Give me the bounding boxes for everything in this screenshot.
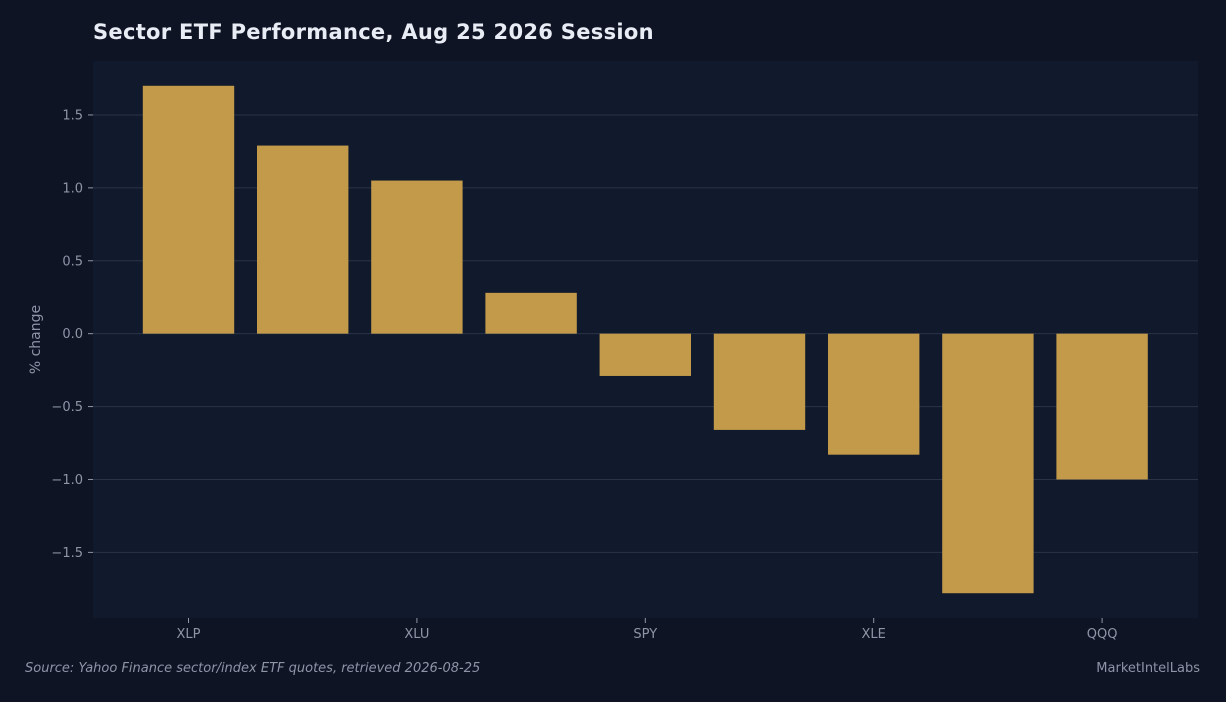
chart-title: Sector ETF Performance, Aug 25 2026 Sess… bbox=[93, 20, 654, 44]
bar bbox=[257, 145, 349, 334]
bar bbox=[942, 333, 1034, 594]
x-tick-label: XLE bbox=[862, 627, 886, 642]
source-note: Source: Yahoo Finance sector/index ETF q… bbox=[25, 661, 481, 676]
bar bbox=[485, 292, 577, 334]
bars bbox=[142, 85, 1148, 594]
y-axis-ticks: 1.5 1.0 0.5 0.0 −0.5 −1.0 −1.5 bbox=[51, 108, 93, 561]
bar bbox=[599, 333, 691, 376]
brand-label: MarketIntelLabs bbox=[1096, 661, 1200, 676]
bar bbox=[1056, 333, 1148, 480]
bar bbox=[828, 333, 920, 455]
y-tick-label: 0.0 bbox=[62, 327, 83, 342]
y-axis-label: % change bbox=[28, 305, 44, 374]
y-tick-label: −0.5 bbox=[51, 400, 83, 415]
y-tick-label: 0.5 bbox=[62, 254, 83, 269]
y-tick-label: 1.5 bbox=[62, 108, 83, 123]
x-tick-label: SPY bbox=[633, 627, 657, 642]
x-tick-label: QQQ bbox=[1087, 627, 1118, 642]
y-tick-label: 1.0 bbox=[62, 181, 83, 196]
bar bbox=[713, 333, 806, 430]
bar bbox=[142, 85, 235, 334]
bar bbox=[371, 180, 463, 334]
y-tick-label: −1.0 bbox=[51, 473, 83, 488]
x-axis-ticks: XLP XLU SPY XLE QQQ bbox=[177, 618, 1118, 642]
x-tick-label: XLP bbox=[177, 627, 201, 642]
x-tick-label: XLU bbox=[404, 627, 429, 642]
y-tick-label: −1.5 bbox=[51, 546, 83, 561]
